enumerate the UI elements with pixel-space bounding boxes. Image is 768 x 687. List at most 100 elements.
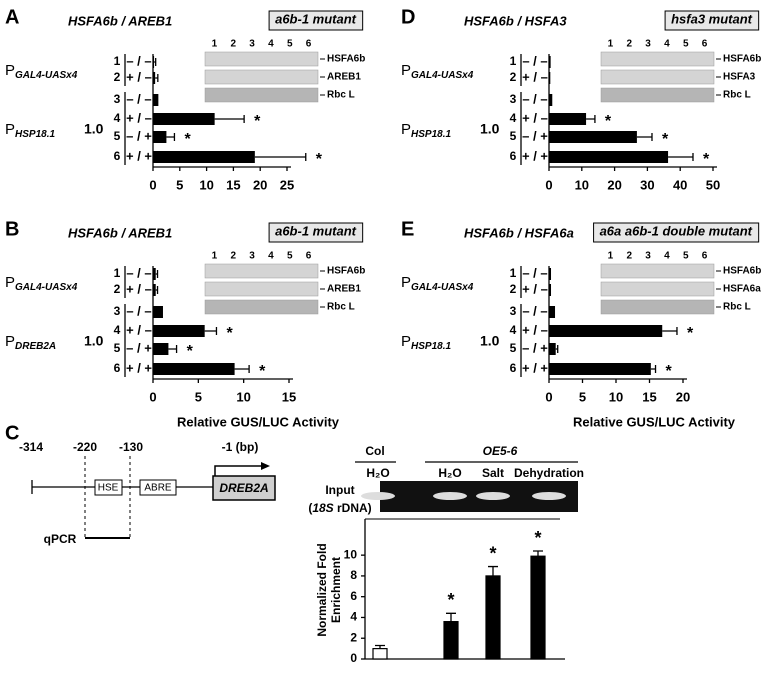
position-label: -1 (bp) xyxy=(222,440,259,454)
genotype-label: + / + xyxy=(522,148,548,163)
significance-mark: * xyxy=(605,113,612,130)
bar xyxy=(549,131,637,143)
blot-band xyxy=(204,69,319,85)
row-number: 1 xyxy=(114,266,121,280)
x-tick-label: 0 xyxy=(149,389,156,404)
band-label: HSFA3 xyxy=(723,72,756,83)
row-number: 3 xyxy=(510,92,517,106)
lane-label: 3 xyxy=(249,39,255,50)
blot-band xyxy=(204,87,319,103)
lane-label: 5 xyxy=(287,251,293,262)
genotype-label: + / + xyxy=(126,360,152,375)
lane-label: 2 xyxy=(230,39,236,50)
group-label-sub: GAL4-UASx4 xyxy=(411,70,474,81)
position-label: -130 xyxy=(119,440,143,454)
error-bar xyxy=(254,153,307,161)
genotype-label: – / – xyxy=(126,91,151,106)
element-label: ABRE xyxy=(144,483,172,494)
row-number: 4 xyxy=(114,323,121,337)
genotype-label: – / – xyxy=(126,303,151,318)
y-tick-label: 8 xyxy=(350,568,357,582)
error-bar xyxy=(155,74,159,82)
blot-band xyxy=(204,51,319,67)
bar xyxy=(153,131,167,143)
band-label: AREB1 xyxy=(327,72,361,83)
x-axis-label: Relative GUS/LUC Activity xyxy=(573,414,736,429)
y-tick-label: 0 xyxy=(350,651,357,665)
group-label-sub: GAL4-UASx4 xyxy=(15,282,78,293)
y-tick-label: 4 xyxy=(350,610,357,624)
gel-band xyxy=(433,492,467,500)
row-number: 4 xyxy=(510,323,517,337)
bar xyxy=(153,306,163,318)
error-bar xyxy=(234,365,250,373)
panel-letter: B xyxy=(5,218,19,240)
genotype-label: + / – xyxy=(126,281,152,296)
bar xyxy=(549,72,551,84)
abre-box xyxy=(139,479,177,496)
x-tick-label: 30 xyxy=(640,177,654,192)
lane-label: H₂O xyxy=(438,466,461,480)
panel-title: HSFA6b / HSFA3 xyxy=(464,13,567,28)
bar xyxy=(153,343,169,355)
panel-title: HSFA6b / AREB1 xyxy=(68,225,172,240)
bar xyxy=(153,268,156,280)
input-part: rDNA) xyxy=(334,501,372,515)
gene-box xyxy=(212,475,276,501)
input-label: Input xyxy=(325,483,354,497)
y-tick-label: 2 xyxy=(350,630,357,644)
error-bar xyxy=(668,153,694,161)
genotype-label: – / – xyxy=(126,53,151,68)
x-tick-label: 5 xyxy=(176,177,183,192)
x-tick-label: 5 xyxy=(195,389,202,404)
blot-band xyxy=(600,281,715,297)
group-label-suffix: 1.0 xyxy=(480,333,500,349)
panel-tag: hsfa3 mutant xyxy=(671,11,753,26)
y-tick-label: 6 xyxy=(350,589,357,603)
x-tick-label: 20 xyxy=(607,177,621,192)
lane-label: 5 xyxy=(287,39,293,50)
group-label: PHSP18.1 xyxy=(401,121,451,140)
error-bar xyxy=(555,345,559,353)
input-part: ( xyxy=(308,501,312,515)
band-label: Rbc L xyxy=(327,302,355,313)
panel-tag: a6b-1 mutant xyxy=(275,11,357,26)
bar xyxy=(549,363,651,375)
blot-band xyxy=(600,299,715,315)
group-label: PGAL4-UASx4 xyxy=(401,62,474,81)
error-bar xyxy=(488,565,498,576)
band-label: HSFA6b xyxy=(327,54,365,65)
group-label-main: P xyxy=(401,62,411,79)
group-label: PHSP18.1 xyxy=(401,333,451,352)
hse-box xyxy=(94,479,123,496)
row-number: 2 xyxy=(510,70,517,84)
group-label: OE5-6 xyxy=(483,444,518,458)
row-number: 1 xyxy=(510,54,517,68)
lane-label: 5 xyxy=(683,39,689,50)
significance-mark: * xyxy=(187,343,194,360)
row-number: 6 xyxy=(510,361,517,375)
group-label-main: P xyxy=(5,333,15,350)
input-part: 18S xyxy=(312,501,333,515)
row-number: 5 xyxy=(114,129,121,143)
row-number: 3 xyxy=(114,304,121,318)
group-label-sub: HSP18.1 xyxy=(411,129,451,140)
lane-label: Salt xyxy=(482,466,504,480)
band-label: AREB1 xyxy=(327,284,361,295)
group-label-main: P xyxy=(401,121,411,138)
significance-mark: * xyxy=(254,113,261,130)
band-label: HSFA6a xyxy=(723,284,761,295)
lane-label: 4 xyxy=(268,251,274,262)
error-bar xyxy=(204,327,218,335)
x-tick-label: 10 xyxy=(575,177,589,192)
row-number: 2 xyxy=(114,282,121,296)
x-axis-label: Relative GUS/LUC Activity xyxy=(177,414,340,429)
input-label: (18S rDNA) xyxy=(308,501,371,515)
panel-title: HSFA6b / AREB1 xyxy=(68,13,172,28)
genotype-label: + / – xyxy=(522,322,548,337)
row-number: 4 xyxy=(114,111,121,125)
x-tick-label: 40 xyxy=(673,177,687,192)
error-bar xyxy=(533,550,543,557)
lane-label: 4 xyxy=(664,39,670,50)
